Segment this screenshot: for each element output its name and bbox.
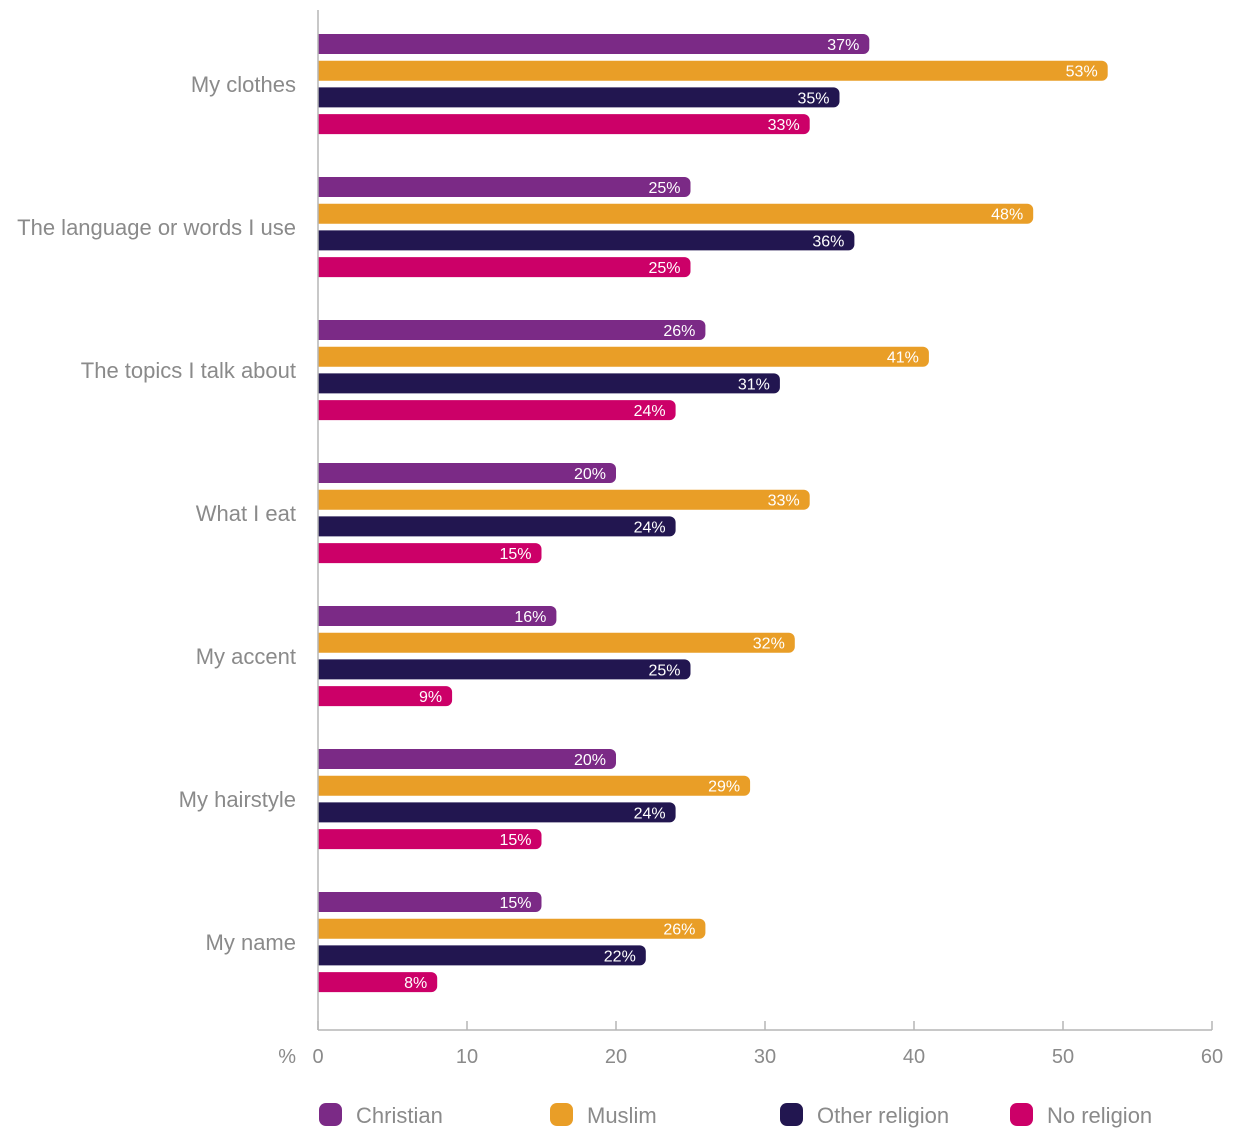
- bar-value-label: 36%: [812, 233, 844, 250]
- bar-value-label: 15%: [499, 546, 531, 563]
- legend-swatch: [780, 1103, 803, 1126]
- bar: [318, 632, 795, 653]
- x-axis: % 0 10 20 30 40 50 60: [278, 10, 1223, 1068]
- bar: [318, 320, 706, 340]
- bar-value-label: 26%: [663, 323, 695, 340]
- bar: [318, 34, 870, 54]
- bar-value-label: 25%: [648, 662, 680, 679]
- x-tick-label: 40: [903, 1046, 925, 1068]
- bar-value-label: 29%: [708, 779, 740, 796]
- category-label: My name: [206, 930, 296, 955]
- category-label: What I eat: [196, 501, 296, 526]
- bar: [318, 918, 706, 939]
- bar: [318, 686, 453, 707]
- legend-label: Christian: [356, 1103, 443, 1128]
- legend-swatch: [319, 1103, 342, 1126]
- legend-label: Other religion: [817, 1103, 949, 1128]
- bar-value-label: 26%: [663, 922, 695, 939]
- bar-value-label: 37%: [827, 37, 859, 54]
- bar: [318, 373, 780, 394]
- bar-value-label: 31%: [738, 376, 770, 393]
- bar: [318, 543, 542, 564]
- legend-swatch: [1010, 1103, 1033, 1126]
- bar-value-label: 41%: [887, 350, 919, 367]
- bar-value-label: 24%: [634, 403, 666, 420]
- bar-value-label: 32%: [753, 636, 785, 653]
- category-label: My accent: [196, 644, 296, 669]
- category-label: The topics I talk about: [81, 358, 296, 383]
- bar-value-label: 9%: [419, 689, 442, 706]
- bar-value-label: 15%: [499, 832, 531, 849]
- bar: [318, 659, 691, 680]
- category-label: The language or words I use: [17, 215, 296, 240]
- bar: [318, 114, 810, 135]
- x-tick-label: 60: [1201, 1046, 1223, 1068]
- category-labels: My clothes The language or words I use The…: [17, 72, 296, 955]
- bar: [318, 346, 929, 367]
- legend-label: Muslim: [587, 1103, 657, 1128]
- legend-swatch: [550, 1103, 573, 1126]
- bar: [318, 972, 438, 993]
- bar: [318, 203, 1034, 224]
- x-tick-label: 50: [1052, 1046, 1074, 1068]
- category-label: My clothes: [191, 72, 296, 97]
- bar: [318, 463, 616, 483]
- bar: [318, 177, 691, 198]
- bar: [318, 775, 751, 796]
- category-label: My hairstyle: [179, 787, 296, 812]
- bar: [318, 606, 557, 626]
- bar-value-label: 48%: [991, 207, 1023, 224]
- bar-value-label: 8%: [404, 975, 427, 992]
- bar-value-label: 16%: [514, 609, 546, 626]
- x-tick-label: 0: [312, 1046, 323, 1068]
- bar: [318, 749, 616, 769]
- bar: [318, 945, 646, 966]
- bar: [318, 257, 691, 278]
- bar-value-label: 20%: [574, 752, 606, 769]
- bar: [318, 400, 676, 421]
- x-tick-label: 10: [456, 1046, 478, 1068]
- bar-value-label: 22%: [604, 948, 636, 965]
- bar-value-label: 33%: [768, 493, 800, 510]
- bar-value-label: 53%: [1066, 64, 1098, 81]
- x-axis-unit: %: [278, 1046, 296, 1068]
- bar: [318, 60, 1108, 81]
- bar: [318, 892, 542, 912]
- bar: [318, 230, 855, 251]
- bar: [318, 516, 676, 537]
- bar-value-label: 25%: [648, 180, 680, 197]
- bar-value-label: 24%: [634, 519, 666, 536]
- bar: [318, 489, 810, 510]
- bar: [318, 87, 840, 108]
- bar: [318, 829, 542, 850]
- x-tick-label: 30: [754, 1046, 776, 1068]
- bar-value-label: 33%: [768, 117, 800, 134]
- bar-value-label: 24%: [634, 805, 666, 822]
- bar-value-label: 15%: [499, 895, 531, 912]
- bar-value-label: 25%: [648, 260, 680, 277]
- legend-label: No religion: [1047, 1103, 1152, 1128]
- bar-value-label: 35%: [797, 90, 829, 107]
- bar-value-label: 20%: [574, 466, 606, 483]
- x-tick-label: 20: [605, 1046, 627, 1068]
- legend: Christian Muslim Other religion No religion: [319, 1103, 1152, 1128]
- bar: [318, 802, 676, 823]
- bars: 37% 53% 35% 33% 25% 48% 36% 25% 26% 41% 31% 24% 20% 3…: [318, 34, 1108, 993]
